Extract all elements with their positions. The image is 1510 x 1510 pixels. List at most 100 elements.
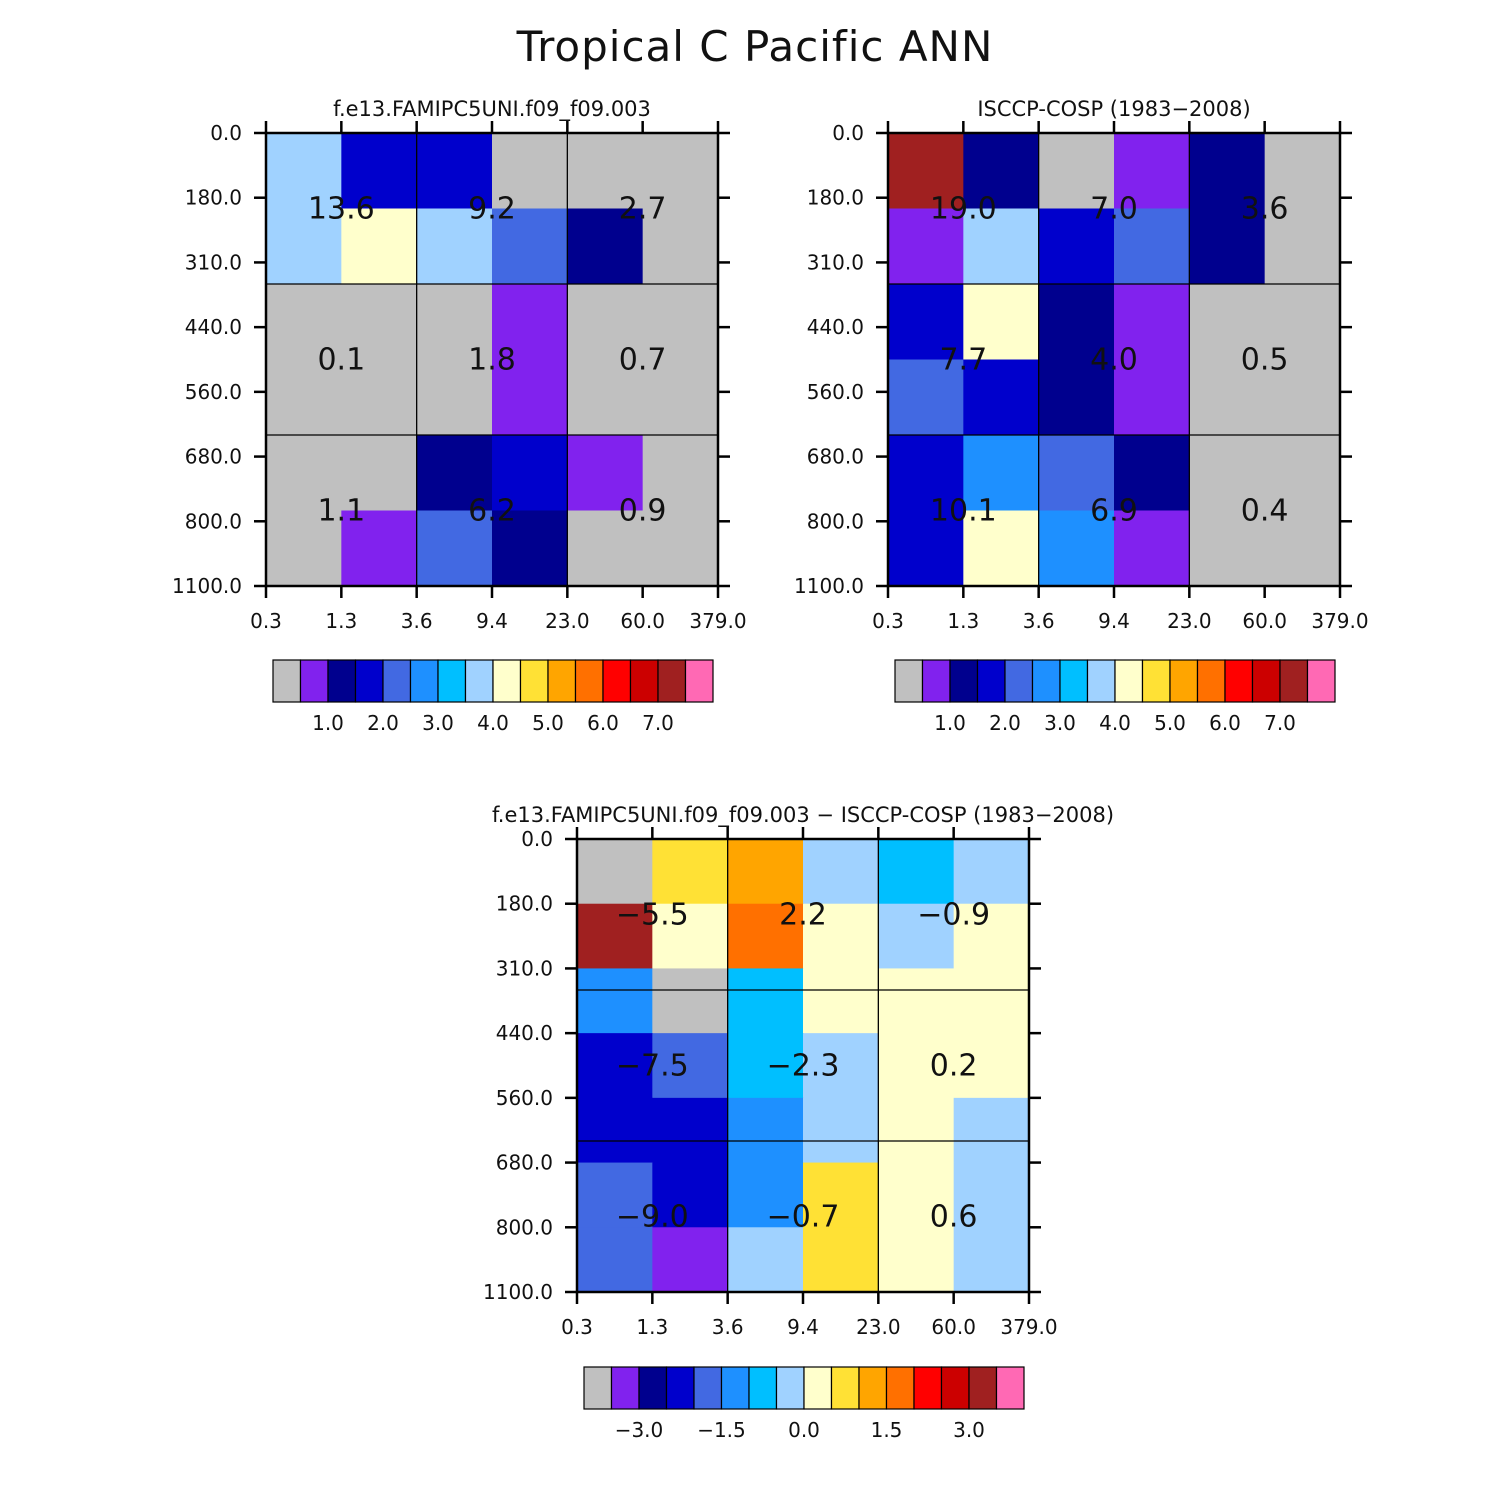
heatmap-cell — [1038, 359, 1115, 436]
x-tick-label: 379.0 — [689, 609, 746, 633]
heatmap-cell — [878, 1227, 955, 1293]
colorbar-box — [409, 659, 439, 703]
heatmap-cell — [341, 208, 418, 285]
heatmap-cell — [1264, 133, 1341, 210]
colorbar-box — [894, 659, 924, 703]
heatmap-cell — [1038, 510, 1115, 587]
heatmap-cell — [492, 359, 568, 436]
colorbar-box — [775, 1366, 805, 1410]
box-value-label: 7.0 — [1090, 192, 1138, 227]
colorbar-box — [803, 1366, 833, 1410]
y-tick-label: 1100.0 — [483, 1280, 553, 1304]
heatmap-cell — [1038, 284, 1115, 361]
x-tick-label: 60.0 — [1242, 609, 1287, 633]
colorbar-box — [272, 659, 302, 703]
heatmap-cell — [727, 1033, 804, 1099]
colorbar-box — [1059, 659, 1089, 703]
x-tick-label: 0.3 — [561, 1315, 593, 1339]
figure-title: Tropical C Pacific ANN — [516, 22, 994, 71]
y-tick-label: 680.0 — [185, 445, 242, 469]
box-value-label: 10.1 — [930, 494, 997, 529]
y-tick-label: 560.0 — [807, 380, 864, 404]
colorbar-box — [1279, 659, 1309, 703]
box-value-label: 0.7 — [619, 343, 667, 378]
heatmap-cell — [878, 839, 955, 905]
heatmap-cell — [1114, 208, 1190, 285]
colorbar-box — [830, 1366, 860, 1410]
heatmap-cell — [1114, 359, 1190, 436]
colorbar-box — [437, 659, 467, 703]
heatmap-cell — [953, 1162, 1030, 1228]
y-tick-label: 680.0 — [496, 1151, 553, 1175]
box-value-label: 0.9 — [619, 494, 667, 529]
heatmap-cell — [953, 1097, 1030, 1164]
colorbar-box — [1169, 659, 1199, 703]
colorbar-box — [995, 1366, 1025, 1410]
heatmap-cell — [652, 1097, 729, 1164]
colorbar-box — [1114, 659, 1144, 703]
heatmap-cell — [878, 1033, 955, 1099]
colorbar-box — [1251, 659, 1281, 703]
heatmap-cell — [878, 968, 955, 1034]
heatmap-cell — [1264, 208, 1341, 285]
heatmap-cell — [642, 435, 719, 512]
heatmap-cell — [1189, 359, 1266, 436]
colorbar-label: 5.0 — [1154, 711, 1186, 735]
y-tick-label: 560.0 — [185, 380, 242, 404]
colorbar-box — [1141, 659, 1171, 703]
x-tick-label: 9.4 — [787, 1315, 819, 1339]
colorbar-label: 6.0 — [1209, 711, 1241, 735]
heatmap-cell — [727, 1097, 804, 1164]
heatmap-cell — [963, 510, 1040, 587]
colorbar-box — [976, 659, 1006, 703]
heatmap-cell — [567, 435, 644, 512]
x-tick-label: 3.6 — [1023, 609, 1055, 633]
heatmap-cell — [266, 208, 342, 285]
heatmap-cell — [888, 284, 964, 361]
y-tick-label: 560.0 — [496, 1086, 553, 1110]
heatmap-cell — [652, 839, 729, 905]
colorbar-box — [610, 1366, 640, 1410]
heatmap-cell — [727, 839, 804, 905]
y-tick-label: 680.0 — [807, 445, 864, 469]
colorbar-label: 3.0 — [1044, 711, 1076, 735]
heatmap-cell — [803, 1162, 879, 1228]
heatmap-cell — [492, 133, 568, 210]
heatmap-cell — [888, 435, 964, 512]
colorbar-box — [1196, 659, 1226, 703]
heatmap-cell — [803, 839, 879, 905]
box-value-label: 6.2 — [468, 494, 516, 529]
heatmap-cell — [1114, 435, 1190, 512]
heatmap-cell — [803, 1227, 879, 1293]
heatmap-cell — [652, 1227, 729, 1293]
x-tick-label: 60.0 — [620, 609, 665, 633]
y-tick-label: 180.0 — [496, 892, 553, 916]
box-value-label: −7.5 — [616, 1049, 689, 1084]
y-tick-label: 0.0 — [210, 121, 242, 145]
colorbar-box — [1224, 659, 1254, 703]
x-tick-label: 1.3 — [947, 609, 979, 633]
heatmap-cell — [642, 359, 719, 436]
heatmap-cell — [1114, 133, 1190, 210]
heatmap-panel-model: 13.6 9.2 2.7 0.1 1.8 0.7 1.1 6.2 0.9 0.3 1.3 3.6 9.4… — [172, 97, 747, 735]
colorbar-label: 7.0 — [1264, 711, 1296, 735]
colorbar-box — [921, 659, 951, 703]
y-tick-label: 0.0 — [832, 121, 864, 145]
x-tick-label: 379.0 — [1000, 1315, 1057, 1339]
heatmap-cell — [963, 359, 1040, 436]
heatmap-cell — [1038, 133, 1115, 210]
box-value-label: −2.3 — [767, 1049, 840, 1084]
y-tick-label: 180.0 — [807, 186, 864, 210]
heatmap-cell — [341, 284, 418, 361]
heatmap-cell — [803, 968, 879, 1034]
heatmap-panel-obs: 19.0 7.0 3.6 7.7 4.0 0.5 10.1 6.9 0.4 0.3 1.3 3.6 9.… — [794, 97, 1369, 735]
colorbar-box — [858, 1366, 888, 1410]
heatmap-cell — [803, 1033, 879, 1099]
heatmap-cell — [878, 1097, 955, 1164]
heatmap-cell — [727, 968, 804, 1034]
x-tick-label: 0.3 — [872, 609, 904, 633]
colorbar-box — [1031, 659, 1061, 703]
colorbar-box — [583, 1366, 613, 1410]
box-value-label: 7.7 — [939, 343, 987, 378]
colorbar-label: 1.0 — [312, 711, 344, 735]
